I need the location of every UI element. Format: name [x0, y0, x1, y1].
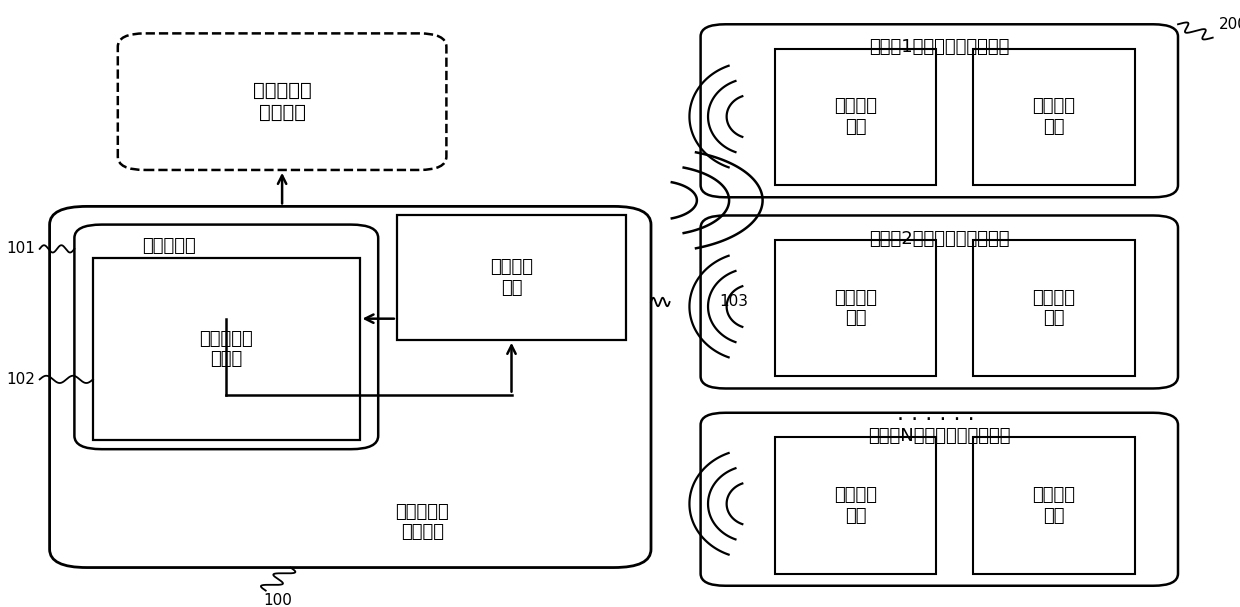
Text: . . . . . .: . . . . . . [898, 404, 975, 424]
Text: 100: 100 [264, 594, 293, 607]
Text: 103: 103 [719, 294, 748, 310]
FancyBboxPatch shape [701, 215, 1178, 388]
Text: 数据采集
模块: 数据采集 模块 [1033, 289, 1075, 327]
Bar [973, 49, 1135, 185]
Text: 200: 200 [1219, 17, 1240, 32]
Text: 无线通信
模块: 无线通信 模块 [835, 289, 877, 327]
Bar [973, 437, 1135, 574]
Text: 101: 101 [6, 242, 35, 256]
Text: 无线透传
电台: 无线透传 电台 [490, 259, 533, 297]
Text: 数据采集
模块: 数据采集 模块 [1033, 486, 1075, 524]
FancyBboxPatch shape [701, 413, 1178, 586]
Bar [775, 49, 936, 185]
Bar [973, 240, 1135, 376]
Text: 无线通信
模块: 无线通信 模块 [835, 486, 877, 524]
Text: 火锅桌N下位数据采集子系统: 火锅桌N下位数据采集子系统 [868, 427, 1011, 445]
Text: 102: 102 [6, 372, 35, 387]
FancyBboxPatch shape [118, 33, 446, 170]
Text: 上一级电力
管理系统: 上一级电力 管理系统 [253, 81, 311, 122]
Text: 中控数据采
集单元: 中控数据采 集单元 [200, 330, 253, 368]
Bar [397, 215, 626, 340]
Text: 中控数据采
集子系统: 中控数据采 集子系统 [396, 503, 449, 541]
Text: 中控计算机: 中控计算机 [143, 237, 196, 255]
Text: 火锅桌1下位数据采集子系统: 火锅桌1下位数据采集子系统 [869, 38, 1009, 56]
Bar [775, 437, 936, 574]
Bar [93, 258, 360, 440]
FancyBboxPatch shape [701, 24, 1178, 197]
FancyBboxPatch shape [74, 225, 378, 449]
Text: 火锅桌2下位数据采集子系统: 火锅桌2下位数据采集子系统 [869, 229, 1009, 248]
Bar [775, 240, 936, 376]
FancyBboxPatch shape [50, 206, 651, 568]
Text: 数据采集
模块: 数据采集 模块 [1033, 98, 1075, 136]
Text: 无线通信
模块: 无线通信 模块 [835, 98, 877, 136]
